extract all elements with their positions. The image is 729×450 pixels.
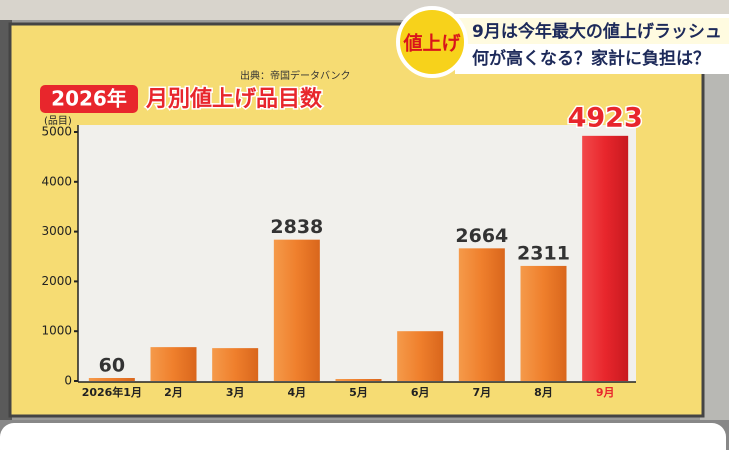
- value-label: 2311: [517, 242, 570, 264]
- frame: [700, 20, 729, 420]
- bar: [520, 265, 567, 381]
- banner-line2: 何が高くなる？家計に負担は？: [472, 48, 710, 69]
- x-tick-label: 3月: [226, 386, 245, 399]
- badge-text: 値上げ: [402, 33, 461, 55]
- bar: [150, 347, 197, 381]
- title-year-box: [40, 85, 138, 113]
- value-label: 2838: [270, 216, 323, 238]
- bottom-card: [0, 423, 726, 450]
- y-tick-label: 2000: [41, 274, 72, 288]
- x-tick-label: 7月: [473, 386, 492, 399]
- bar: [582, 135, 629, 381]
- banner-line1-bg: [455, 18, 729, 44]
- x-tick-label: 6月: [411, 386, 430, 399]
- x-tick-label: 9月: [596, 386, 615, 399]
- value-label: 4923: [568, 102, 643, 133]
- banner-line1: 9月は今年最大の値上げラッシュ: [472, 21, 722, 42]
- title-year: 2026年: [51, 87, 127, 111]
- source: 出典：帝国データバンク: [240, 69, 351, 82]
- bar: [273, 239, 320, 381]
- value-label: 2664: [455, 225, 508, 247]
- value-label: 60: [99, 355, 125, 377]
- x-tick-label: 2月: [164, 386, 183, 399]
- y-tick-label: 5000: [41, 125, 72, 139]
- y-unit: (品目): [44, 115, 72, 127]
- bar: [212, 348, 259, 381]
- y-tick-label: 1000: [41, 324, 72, 338]
- bar: [335, 379, 382, 381]
- bar: [458, 248, 505, 381]
- x-tick-label: 2026年1月: [82, 385, 142, 399]
- badge: [396, 6, 468, 78]
- y-tick-label: 3000: [41, 224, 72, 238]
- x-tick-label: 4月: [288, 386, 307, 399]
- bar: [88, 378, 135, 381]
- y-tick-label: 0: [64, 374, 72, 388]
- chart-title: 月別値上げ品目数: [145, 86, 323, 112]
- bar: [397, 331, 444, 381]
- x-tick-label: 5月: [349, 386, 368, 399]
- y-tick-label: 4000: [41, 174, 72, 188]
- x-tick-label: 8月: [534, 386, 553, 399]
